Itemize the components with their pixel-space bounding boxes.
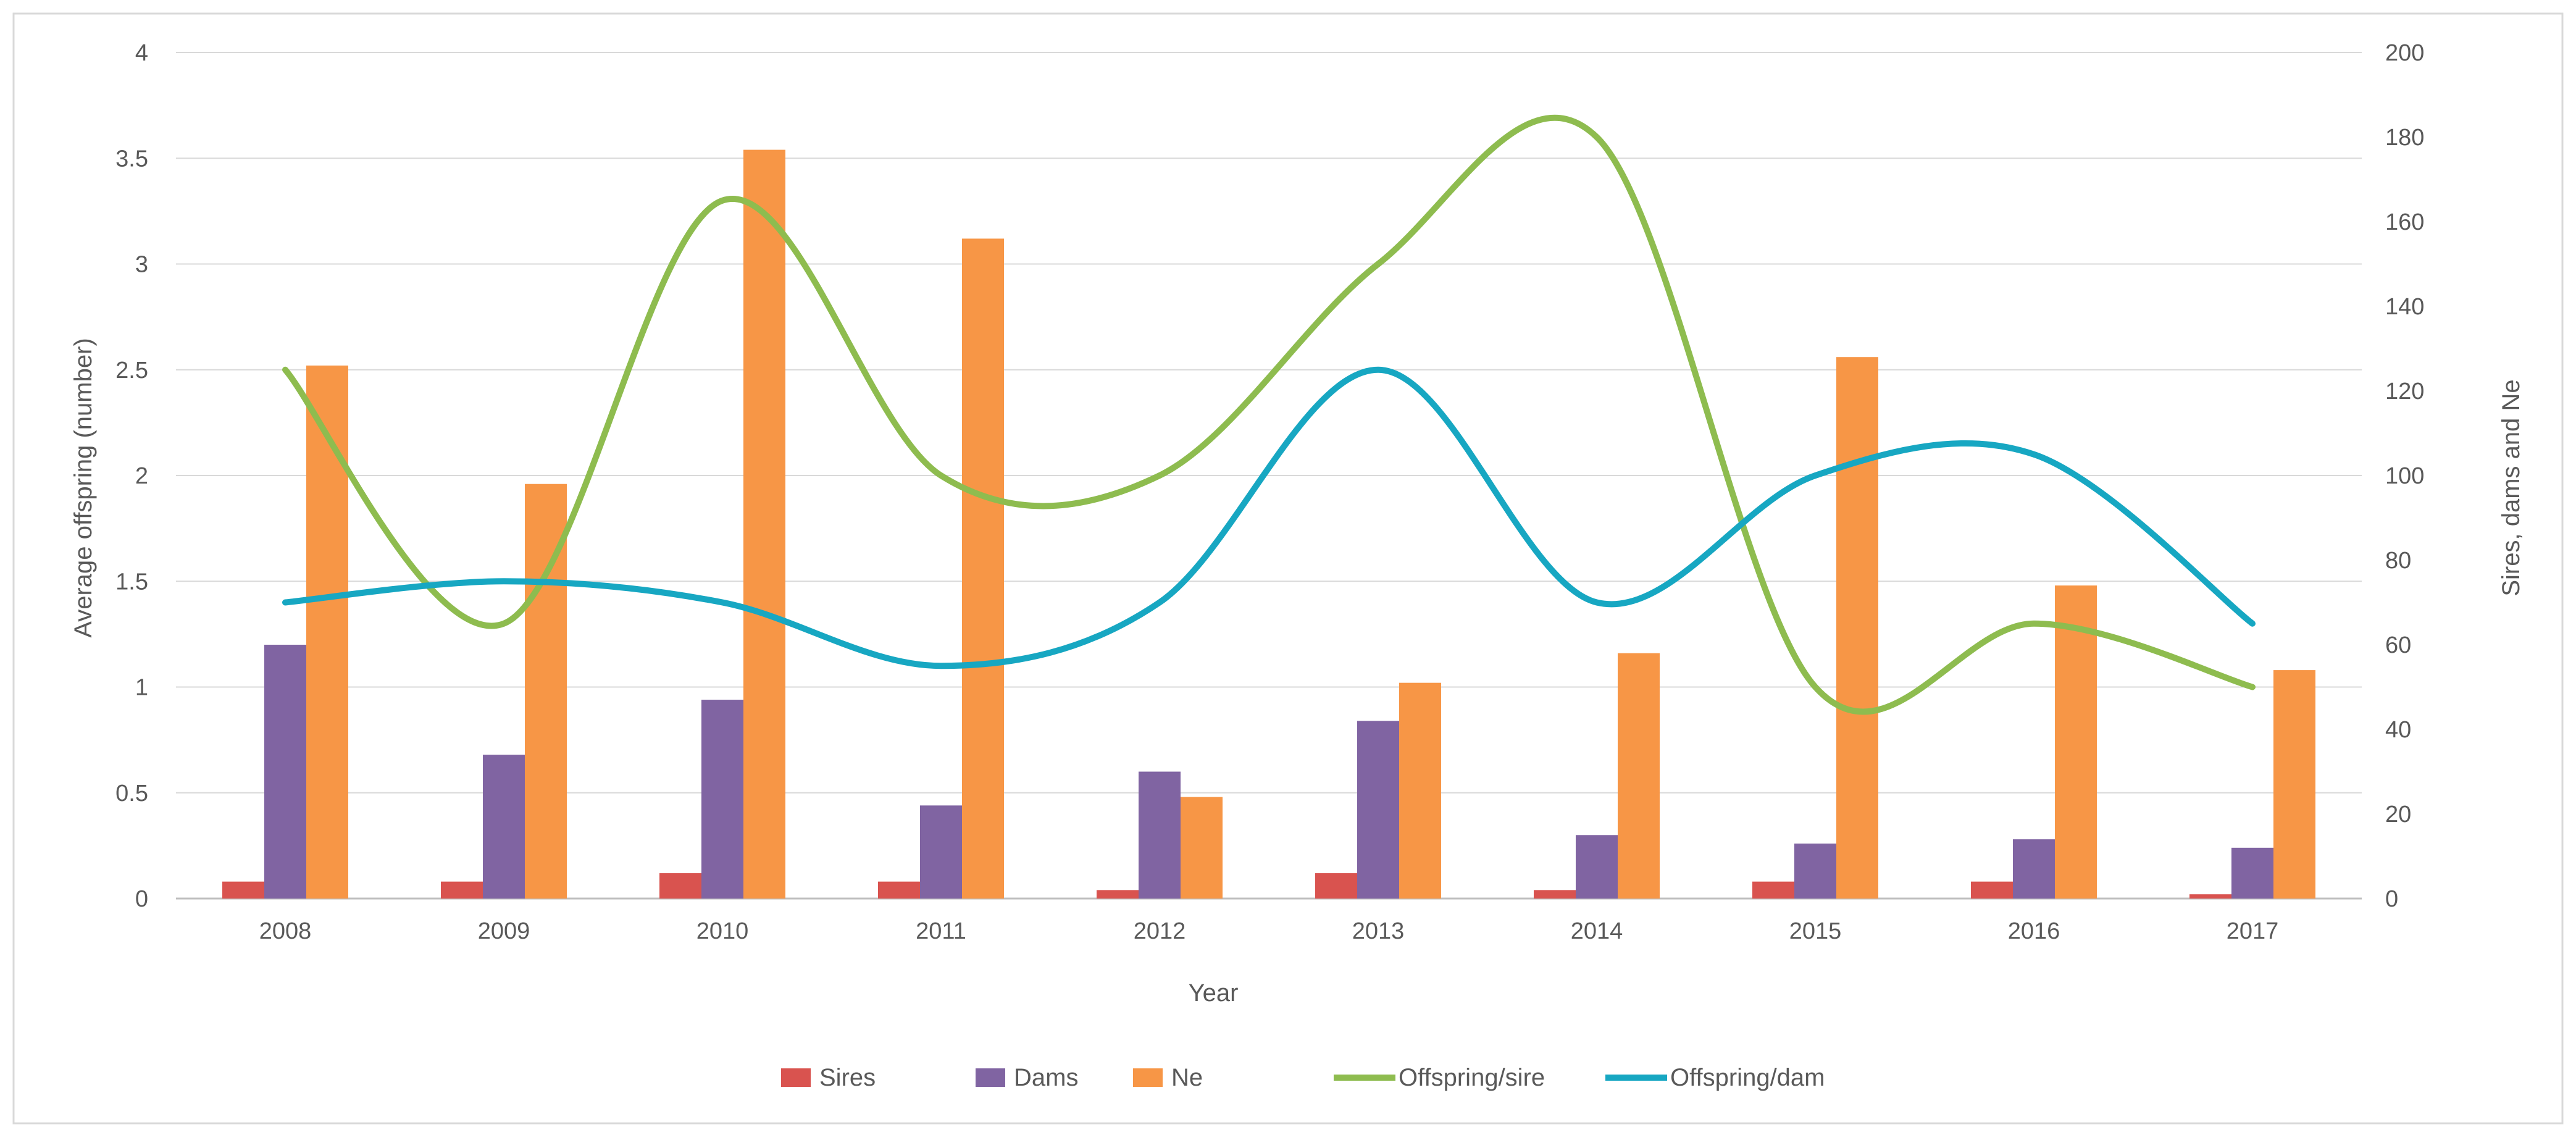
x-tick-label: 2011 xyxy=(916,918,966,944)
bar-dams xyxy=(1357,721,1399,899)
x-axis-title: Year xyxy=(1189,979,1239,1007)
legend-label: Offspring/sire xyxy=(1399,1064,1545,1091)
right-tick-label: 160 xyxy=(2385,209,2424,235)
right-tick-label: 60 xyxy=(2385,632,2411,658)
axis-ticks: 00.511.522.533.5402040608010012014016018… xyxy=(115,40,2424,944)
bar-ne xyxy=(2055,585,2097,899)
bar-sires xyxy=(1534,890,1576,899)
bars xyxy=(222,149,2315,899)
bar-sires xyxy=(1315,873,1357,899)
bar-sires xyxy=(1097,890,1139,899)
right-tick-label: 40 xyxy=(2385,717,2411,743)
x-tick-label: 2012 xyxy=(1134,918,1186,944)
point-offspring-dam xyxy=(2252,623,2253,624)
right-tick-label: 20 xyxy=(2385,802,2411,828)
bar-ne xyxy=(962,238,1004,899)
left-tick-label: 3.5 xyxy=(115,146,148,172)
legend: Sires Dams Ne Offspring/sire Offspring/dam xyxy=(781,1064,1825,1091)
point-offspring-dam xyxy=(1596,602,1597,603)
legend-swatch-ne xyxy=(1133,1068,1163,1087)
bar-dams xyxy=(2013,839,2055,899)
bar-sires xyxy=(441,881,483,899)
left-tick-label: 4 xyxy=(135,40,148,66)
x-tick-label: 2017 xyxy=(2227,918,2279,944)
bar-dams xyxy=(483,755,525,899)
point-offspring-sire xyxy=(2033,623,2034,624)
chart-frame xyxy=(12,12,2564,1125)
left-tick-label: 0 xyxy=(135,886,148,912)
left-tick-label: 3 xyxy=(135,252,148,278)
bar-ne xyxy=(1836,357,1878,899)
line-offspring-dam xyxy=(282,366,2256,669)
left-tick-label: 0.5 xyxy=(115,781,148,807)
x-tick-label: 2015 xyxy=(1789,918,1842,944)
bar-ne xyxy=(2273,670,2315,899)
legend-label: Sires xyxy=(819,1064,876,1091)
point-offspring-dam xyxy=(2033,454,2034,455)
bar-dams xyxy=(701,700,743,899)
bar-dams xyxy=(1139,771,1181,899)
x-tick-label: 2014 xyxy=(1571,918,1623,944)
bar-dams xyxy=(920,805,962,899)
point-offspring-sire xyxy=(1159,475,1160,476)
left-axis-title: Average offspring (number) xyxy=(70,338,97,637)
line-offspring-sire xyxy=(282,114,2256,715)
point-offspring-dam xyxy=(1815,475,1816,476)
x-tick-label: 2016 xyxy=(2008,918,2060,944)
bar-sires xyxy=(659,873,701,899)
bar-dams xyxy=(1794,843,1836,899)
bar-sires xyxy=(878,881,920,899)
legend-swatch-sires xyxy=(781,1068,811,1087)
bar-ne xyxy=(306,365,348,899)
bar-dams xyxy=(1576,835,1618,899)
bar-ne xyxy=(1181,797,1223,899)
legend-label: Ne xyxy=(1171,1064,1203,1091)
point-offspring-sire xyxy=(2252,687,2253,688)
right-tick-label: 140 xyxy=(2385,294,2424,320)
bar-dams xyxy=(2231,847,2273,899)
point-offspring-sire xyxy=(940,475,942,476)
point-offspring-dam xyxy=(1378,369,1379,371)
x-tick-label: 2013 xyxy=(1352,918,1405,944)
x-tick-label: 2008 xyxy=(259,918,312,944)
right-tick-label: 200 xyxy=(2385,40,2424,66)
left-tick-label: 1.5 xyxy=(115,569,148,595)
point-offspring-dam xyxy=(285,602,286,603)
left-tick-label: 2 xyxy=(135,463,148,489)
bar-sires xyxy=(222,881,264,899)
x-tick-label: 2010 xyxy=(696,918,749,944)
legend-label: Dams xyxy=(1014,1064,1078,1091)
point-offspring-dam xyxy=(940,665,942,666)
bar-ne xyxy=(1618,653,1660,899)
lines xyxy=(282,114,2256,715)
bar-ne xyxy=(743,149,785,899)
bar-sires xyxy=(1971,881,2013,899)
legend-swatch-dams xyxy=(976,1068,1005,1087)
right-tick-label: 180 xyxy=(2385,125,2424,151)
right-tick-label: 100 xyxy=(2385,463,2424,489)
point-offspring-sire xyxy=(1815,687,1816,688)
point-offspring-sire xyxy=(1378,264,1379,265)
bar-sires xyxy=(1752,881,1794,899)
bar-ne xyxy=(1399,682,1441,899)
point-offspring-sire xyxy=(722,200,723,201)
left-tick-label: 2.5 xyxy=(115,358,148,383)
right-tick-label: 120 xyxy=(2385,379,2424,404)
point-offspring-sire xyxy=(503,623,504,624)
right-axis-title: Sires, dams and Ne xyxy=(2498,379,2525,596)
left-tick-label: 1 xyxy=(135,675,148,701)
point-offspring-dam xyxy=(503,580,504,582)
bar-sires xyxy=(2189,894,2231,899)
right-tick-label: 0 xyxy=(2385,886,2398,912)
point-offspring-sire xyxy=(1596,136,1597,138)
legend-label: Offspring/dam xyxy=(1670,1064,1825,1091)
point-offspring-dam xyxy=(1159,602,1160,603)
point-offspring-sire xyxy=(285,369,286,371)
x-tick-label: 2009 xyxy=(478,918,530,944)
bar-dams xyxy=(264,645,306,899)
right-tick-label: 80 xyxy=(2385,548,2411,574)
point-offspring-dam xyxy=(722,602,723,603)
